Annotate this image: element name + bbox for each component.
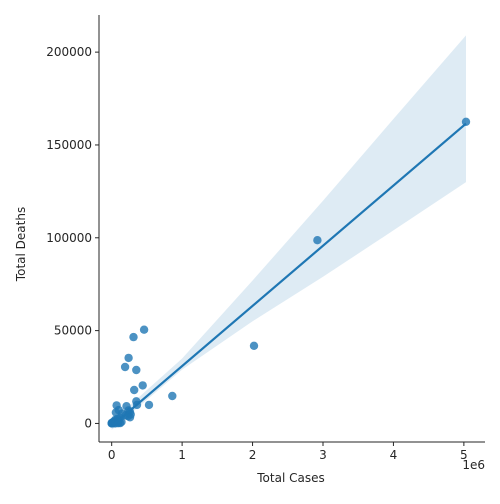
y-axis-label: Total Deaths <box>14 207 28 282</box>
x-tick-label: 0 <box>108 448 116 462</box>
data-point <box>132 365 141 375</box>
y-tick-label: 0 <box>84 416 92 430</box>
x-tick-label: 3 <box>319 448 327 462</box>
data-point <box>120 362 130 372</box>
data-point <box>144 400 154 410</box>
data-point <box>130 385 139 395</box>
data-point <box>129 332 138 342</box>
data-point <box>138 381 147 390</box>
y-tick-label: 150000 <box>46 138 92 152</box>
y-tick-label: 50000 <box>54 324 92 338</box>
data-point <box>124 353 133 363</box>
x-tick-label: 4 <box>390 448 398 462</box>
data-point <box>249 341 259 350</box>
y-tick-label: 200000 <box>46 45 92 59</box>
x-axis-label: Total Cases <box>256 471 324 485</box>
data-point <box>313 236 322 245</box>
x-tick-label: 1 <box>178 448 186 462</box>
axes-layer <box>98 15 485 443</box>
data-point <box>461 117 471 127</box>
regression-line-layer <box>110 122 467 428</box>
y-ticks: 0 50000 100000 150000 200000 <box>46 45 99 430</box>
data-point <box>139 325 149 334</box>
data-point <box>168 391 177 401</box>
data-point <box>125 413 135 422</box>
y-tick-label: 100000 <box>46 231 92 245</box>
confidence-band-layer <box>111 35 466 430</box>
confidence-band <box>111 35 466 430</box>
regression-line <box>110 122 467 428</box>
x-tick-label: 5 <box>460 448 468 462</box>
x-tick-label: 2 <box>249 448 257 462</box>
x-ticks: 0 1 2 3 4 5 <box>108 442 468 462</box>
x-offset-label: 1e6 <box>462 458 485 472</box>
